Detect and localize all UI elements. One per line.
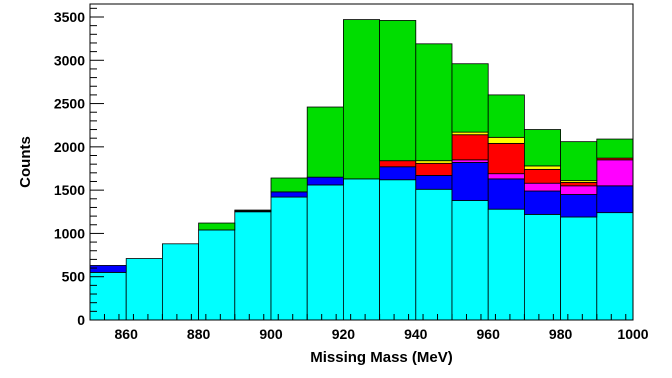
y-tick-label: 2000 — [54, 139, 85, 155]
bar-series-6-bin-9 — [379, 20, 417, 162]
bar-series-1-bin-5 — [234, 211, 272, 321]
bar-series-6-bin-12 — [487, 94, 525, 138]
x-tick-label: 900 — [259, 326, 283, 342]
plot-frame — [89, 3, 634, 321]
bar-series-6-bin-14 — [560, 141, 598, 182]
bar-series-1-bin-1 — [89, 271, 127, 321]
bar-series-4-bin-9 — [379, 160, 417, 168]
bar-series-2-bin-1 — [89, 265, 127, 273]
histogram-bars — [89, 19, 634, 321]
x-tick-label: 860 — [115, 326, 139, 342]
bar-series-3-bin-13 — [524, 182, 562, 192]
y-tick-label: 3500 — [54, 9, 85, 25]
y-tick-label: 0 — [77, 312, 85, 328]
bar-series-2-bin-15 — [596, 185, 634, 214]
bar-series-1-bin-3 — [161, 243, 199, 321]
bar-series-6-bin-15 — [596, 138, 634, 159]
bar-series-1-bin-12 — [487, 208, 525, 321]
y-axis-title: Counts — [17, 136, 34, 188]
bar-series-1-bin-13 — [524, 213, 562, 321]
bar-series-1-bin-10 — [415, 188, 453, 321]
bar-series-4-bin-12 — [487, 142, 525, 175]
tick-labels: 860 880 900 920 940 960 980 1000 0 500 1000 1500 200… — [54, 9, 649, 342]
bar-series-6-bin-5 — [234, 209, 272, 212]
bar-series-2-bin-12 — [487, 178, 525, 210]
bar-series-2-bin-14 — [560, 194, 598, 218]
bar-series-3-bin-14 — [560, 185, 598, 195]
bar-series-6-bin-7 — [306, 106, 344, 178]
bar-series-1-bin-15 — [596, 212, 634, 321]
bar-series-3-bin-12 — [487, 173, 525, 180]
axis-ticks — [89, 7, 627, 321]
x-tick-label: 1000 — [617, 326, 648, 342]
x-axis-title: Missing Mass (MeV) — [310, 349, 453, 366]
bar-series-1-bin-2 — [125, 258, 163, 321]
bar-series-5-bin-13 — [524, 165, 562, 170]
bar-series-6-bin-13 — [524, 129, 562, 167]
y-tick-label: 500 — [62, 269, 86, 285]
bar-series-4-bin-10 — [415, 162, 453, 176]
bar-series-3-bin-15 — [596, 159, 634, 187]
bar-series-2-bin-7 — [306, 176, 344, 186]
bar-series-1-bin-14 — [560, 216, 598, 321]
bar-series-1-bin-7 — [306, 184, 344, 321]
bar-series-4-bin-13 — [524, 168, 562, 184]
bar-series-2-bin-13 — [524, 190, 562, 215]
y-tick-label: 1000 — [54, 225, 85, 241]
bar-series-1-bin-9 — [379, 179, 417, 321]
x-tick-label: 940 — [404, 326, 428, 342]
x-tick-label: 920 — [332, 326, 356, 342]
bar-series-1-bin-8 — [342, 178, 380, 321]
bar-series-1-bin-6 — [270, 196, 308, 321]
x-tick-label: 880 — [187, 326, 211, 342]
x-tick-label: 980 — [549, 326, 573, 342]
bar-series-2-bin-6 — [270, 191, 308, 198]
y-tick-label: 3000 — [54, 52, 85, 68]
bar-series-2-bin-9 — [379, 166, 417, 181]
y-tick-label: 2500 — [54, 96, 85, 112]
bar-series-6-bin-6 — [270, 177, 308, 193]
bar-series-2-bin-11 — [451, 162, 489, 201]
y-tick-label: 1500 — [54, 182, 85, 198]
bar-series-1-bin-11 — [451, 200, 489, 321]
x-tick-label: 960 — [477, 326, 501, 342]
bar-series-1-bin-4 — [198, 229, 236, 321]
bar-series-2-bin-10 — [415, 175, 453, 190]
bar-series-4-bin-11 — [451, 134, 489, 161]
bar-series-4-bin-14 — [560, 181, 598, 187]
bar-series-6-bin-4 — [198, 222, 236, 231]
bar-series-6-bin-8 — [342, 19, 380, 180]
bar-series-5-bin-12 — [487, 136, 525, 144]
bar-series-6-bin-11 — [451, 63, 489, 133]
bar-series-6-bin-10 — [415, 43, 453, 162]
